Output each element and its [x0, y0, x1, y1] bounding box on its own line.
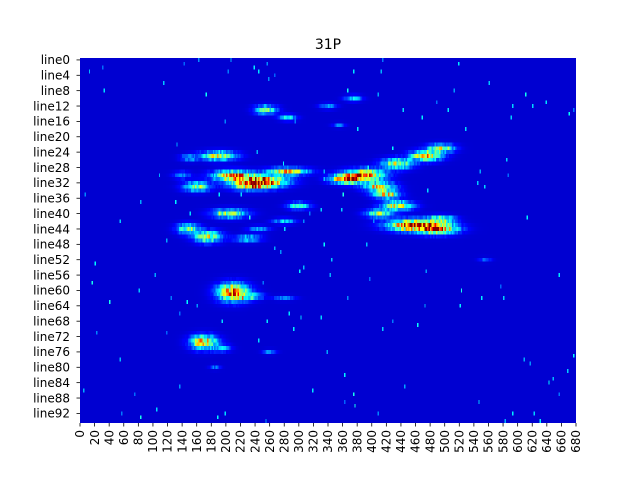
x-tick-label: 40 — [102, 430, 116, 445]
y-tick-label: line16 — [33, 115, 70, 129]
x-tick-label: 420 — [380, 430, 394, 453]
x-tick-label: 60 — [117, 430, 131, 445]
x-tick-label: 220 — [234, 430, 248, 453]
x-tick-label: 660 — [555, 430, 569, 453]
x-tick-label: 620 — [525, 430, 539, 453]
y-tick-label: line88 — [33, 391, 70, 405]
x-tick-label: 460 — [409, 430, 423, 453]
y-tick-label: line44 — [33, 222, 70, 236]
x-tick-label: 100 — [146, 430, 160, 453]
x-tick-label: 140 — [175, 430, 189, 453]
x-tick-label: 360 — [336, 430, 350, 453]
x-tick-label: 80 — [132, 430, 146, 445]
y-tick-label: line48 — [33, 238, 70, 252]
x-tick-label: 560 — [482, 430, 496, 453]
y-tick-label: line64 — [33, 299, 70, 313]
x-tick-label: 400 — [365, 430, 379, 453]
y-tick-label: line92 — [33, 407, 70, 421]
x-axis: 0 20 40 60 80 100 120 140 160 180 200 220 240 260 280 3… — [73, 423, 583, 453]
y-tick-label: line24 — [33, 145, 70, 159]
x-tick-label: 260 — [263, 430, 277, 453]
x-tick-label: 120 — [161, 430, 175, 453]
x-tick-label: 440 — [394, 430, 408, 453]
x-tick-label: 580 — [496, 430, 510, 453]
x-tick-label: 520 — [452, 430, 466, 453]
x-tick-label: 200 — [219, 430, 233, 453]
x-tick-label: 280 — [277, 430, 291, 453]
chart-title: 31P — [315, 37, 341, 53]
y-tick-label: line32 — [33, 176, 70, 190]
y-tick-label: line12 — [33, 99, 70, 113]
x-tick-label: 240 — [248, 430, 262, 453]
x-tick-label: 340 — [321, 430, 335, 453]
y-tick-label: line40 — [33, 207, 70, 221]
y-tick-label: line72 — [33, 330, 70, 344]
y-tick-label: line60 — [33, 284, 70, 298]
y-tick-label: line36 — [33, 192, 70, 206]
x-tick-label: 160 — [190, 430, 204, 453]
y-tick-label: line28 — [33, 161, 70, 175]
x-tick-label: 180 — [204, 430, 218, 453]
y-tick-label: line20 — [33, 130, 70, 144]
x-tick-label: 480 — [423, 430, 437, 453]
y-tick-label: line56 — [33, 268, 70, 282]
x-tick-label: 600 — [511, 430, 525, 453]
x-tick-label: 380 — [350, 430, 364, 453]
y-tick-label: line8 — [41, 84, 70, 98]
x-tick-label: 640 — [540, 430, 554, 453]
y-tick-label: line76 — [33, 345, 70, 359]
y-tick-label: line80 — [33, 361, 70, 375]
x-tick-label: 20 — [88, 430, 102, 445]
x-tick-label: 680 — [569, 430, 583, 453]
y-tick-label: line84 — [33, 376, 70, 390]
x-tick-label: 320 — [307, 430, 321, 453]
x-tick-label: 300 — [292, 430, 306, 453]
y-tick-label: line68 — [33, 314, 70, 328]
x-tick-label: 0 — [73, 430, 87, 438]
y-tick-label: line0 — [41, 53, 70, 67]
y-tick-label: line4 — [41, 69, 70, 83]
plot-area — [80, 58, 576, 423]
heatmap-cells — [80, 58, 576, 423]
y-tick-label: line52 — [33, 253, 70, 267]
x-tick-label: 540 — [467, 430, 481, 453]
x-tick-label: 500 — [438, 430, 452, 453]
